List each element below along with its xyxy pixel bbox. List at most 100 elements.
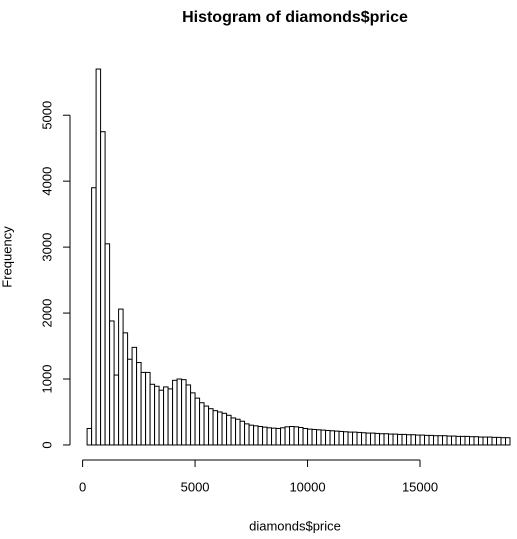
- bar: [248, 424, 255, 446]
- bar: [356, 431, 363, 446]
- bar: [442, 435, 448, 446]
- bar: [401, 433, 408, 446]
- bar: [361, 432, 367, 446]
- bar: [257, 425, 264, 446]
- bar: [176, 378, 183, 446]
- chart-title: Histogram of diamonds$price: [182, 9, 408, 26]
- bar: [262, 426, 268, 446]
- bar: [266, 427, 273, 446]
- bar: [181, 379, 187, 446]
- bar: [487, 436, 493, 446]
- bar: [374, 432, 381, 446]
- x-tick-label: 0: [79, 479, 86, 494]
- bar: [149, 383, 156, 446]
- bar: [302, 427, 309, 446]
- bar: [298, 426, 304, 446]
- bar: [329, 430, 336, 446]
- bar: [352, 431, 358, 446]
- bar: [217, 411, 223, 446]
- bar: [167, 388, 174, 446]
- bar: [343, 431, 349, 446]
- y-tick-label: 4000: [39, 167, 54, 196]
- bar: [158, 389, 165, 446]
- y-tick-label: 5000: [39, 101, 54, 130]
- bar: [163, 386, 169, 446]
- bar: [203, 405, 210, 446]
- bar: [293, 426, 300, 446]
- bar: [410, 434, 417, 446]
- bar: [86, 427, 93, 446]
- bar: [469, 436, 475, 446]
- bar: [446, 435, 453, 446]
- bar: [136, 362, 142, 446]
- x-tick-label: 5000: [181, 479, 210, 494]
- bar: [131, 346, 138, 446]
- bar: [127, 358, 133, 446]
- bar: [104, 243, 111, 446]
- bar: [370, 432, 376, 446]
- bar: [451, 435, 457, 446]
- bar: [424, 434, 430, 446]
- bar: [154, 385, 160, 446]
- bar: [392, 433, 399, 446]
- y-axis-label: Frequency: [0, 226, 14, 288]
- bar: [113, 374, 120, 446]
- bar: [118, 308, 124, 446]
- bar: [271, 427, 277, 446]
- bar: [307, 428, 313, 446]
- bar: [100, 131, 106, 446]
- bar: [91, 187, 97, 446]
- bar: [311, 428, 318, 446]
- bar: [383, 433, 390, 446]
- bar: [122, 332, 129, 446]
- bar: [239, 420, 246, 446]
- bar: [140, 371, 147, 446]
- bar: [230, 417, 237, 446]
- bar: [95, 68, 102, 446]
- bar: [235, 418, 241, 446]
- bar: [433, 435, 439, 446]
- bar: [505, 437, 511, 446]
- bar: [325, 429, 331, 446]
- bar: [194, 397, 201, 446]
- bar: [473, 436, 480, 446]
- bar: [496, 436, 502, 446]
- bar: [491, 436, 498, 446]
- y-tick-label: 1000: [39, 365, 54, 394]
- bar: [347, 431, 354, 446]
- y-tick-label: 3000: [39, 233, 54, 262]
- bar: [397, 433, 403, 446]
- y-tick-label: 2000: [39, 299, 54, 328]
- x-axis-label: diamonds$price: [249, 518, 341, 533]
- y-tick-label: 0: [39, 441, 54, 448]
- bar: [365, 432, 372, 446]
- bar: [253, 425, 259, 446]
- bar: [428, 434, 435, 446]
- bar: [419, 434, 426, 446]
- bar: [109, 320, 115, 446]
- bar: [226, 414, 232, 446]
- bar: [280, 427, 286, 446]
- bar: [379, 433, 385, 446]
- bar: [172, 379, 178, 446]
- x-tick-label: 10000: [289, 479, 325, 494]
- bar: [289, 425, 295, 446]
- bar: [338, 430, 345, 446]
- bar: [406, 434, 412, 446]
- bar: [208, 408, 214, 446]
- bar: [221, 412, 228, 446]
- bar: [388, 433, 394, 446]
- bar: [455, 435, 462, 446]
- bar: [464, 435, 471, 446]
- bar: [478, 436, 484, 446]
- bar: [284, 426, 291, 446]
- bar: [320, 429, 327, 446]
- bar: [500, 437, 507, 446]
- bar: [190, 392, 196, 446]
- bar: [334, 430, 340, 446]
- bar: [437, 435, 444, 446]
- bar: [415, 434, 421, 446]
- bar: [212, 410, 219, 446]
- bar: [199, 402, 205, 446]
